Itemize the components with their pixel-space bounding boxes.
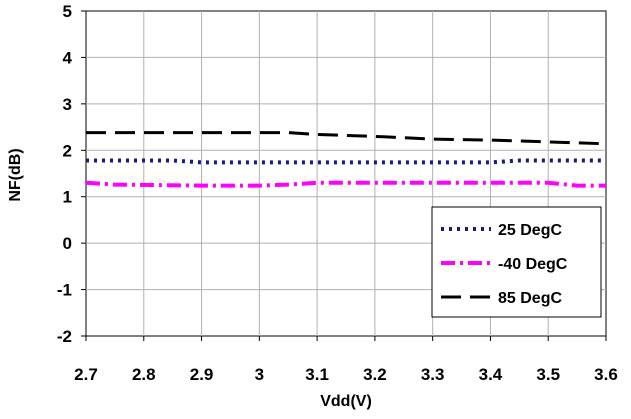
y-tick-label: -2 (57, 327, 72, 346)
y-tick-label: 0 (63, 234, 72, 253)
y-axis-label: NF(dB) (7, 148, 24, 201)
x-tick-label: 3 (255, 365, 264, 384)
y-tick-label: -1 (57, 281, 72, 300)
x-tick-label: 2.9 (190, 365, 214, 384)
x-axis-label: Vdd(V) (320, 393, 372, 410)
x-tick-label: 3.1 (305, 365, 329, 384)
y-tick-labels: 5 4 3 2 1 0 -1 -2 (57, 2, 73, 346)
series-line-3 (86, 131, 607, 146)
x-tick-labels: 2.7 2.8 2.9 3 3.1 3.2 3.3 3.4 3.5 3.6 (74, 365, 618, 384)
x-tick-label: 3.2 (363, 365, 387, 384)
x-tick-label: 3.3 (421, 365, 445, 384)
legend-label-3: 85 DegC (498, 290, 562, 307)
x-tick-label: 2.7 (74, 365, 98, 384)
x-tick-label: 2.8 (132, 365, 156, 384)
y-tick-label: 2 (63, 141, 72, 160)
y-tick-label: 4 (63, 48, 73, 67)
x-tick-label: 3.4 (479, 365, 503, 384)
x-tick-label: 3.5 (536, 365, 560, 384)
y-tick-label: 5 (63, 2, 72, 21)
series-line-1 (86, 158, 606, 165)
legend: 25 DegC -40 DegC 85 DegC (431, 206, 602, 318)
grid (81, 10, 607, 341)
legend-label-2: -40 DegC (498, 256, 568, 273)
x-tick-label: 3.6 (594, 365, 618, 384)
y-tick-label: 1 (63, 188, 72, 207)
series-lines (85, 131, 607, 188)
legend-label-1: 25 DegC (498, 222, 562, 239)
y-tick-label: 3 (63, 95, 72, 114)
legend-items: 25 DegC -40 DegC 85 DegC (441, 222, 568, 307)
series-line-2 (85, 180, 606, 188)
